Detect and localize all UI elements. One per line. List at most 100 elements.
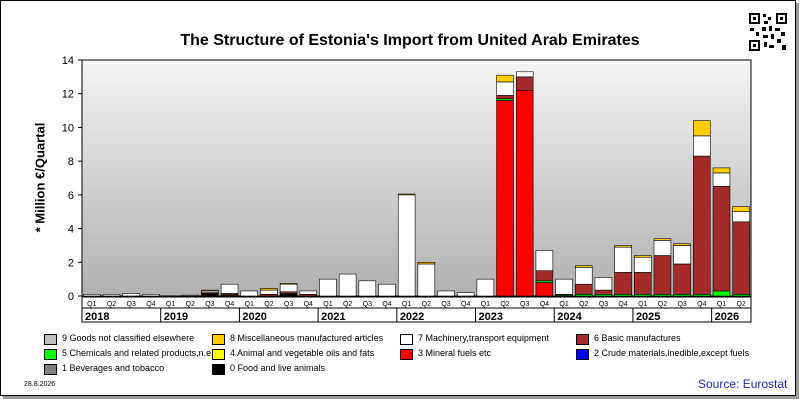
x-tick-label: Q1 (245, 301, 254, 308)
bar-segment (338, 273, 357, 297)
bar-segment (594, 289, 613, 295)
y-tick-label: 2 (68, 257, 74, 269)
bar-segment (712, 172, 731, 187)
bar-segment (574, 265, 593, 268)
bar-segment (732, 206, 750, 213)
year-label: 2024 (557, 311, 582, 323)
x-tick-label: Q2 (658, 301, 667, 308)
y-tick-label: 6 (68, 190, 74, 202)
bar-segment (476, 278, 495, 297)
legend-label: 7 Machinery,transport equipment (418, 333, 549, 343)
x-tick-label: Q3 (520, 301, 529, 308)
x-tick-label: Q4 (461, 301, 470, 308)
bar-segment (417, 261, 436, 265)
x-axis-band (81, 296, 752, 323)
bar-segment (712, 186, 731, 292)
bar-segment (299, 290, 318, 295)
bar-segment (614, 245, 632, 248)
bar-segment (240, 290, 259, 297)
x-tick-label: Q1 (87, 301, 96, 308)
legend-label: 6 Basic manufactures (594, 333, 681, 343)
legend-label: 2 Crude materials,inedible,except fuels (594, 348, 750, 358)
year-label: 2026 (715, 311, 739, 323)
x-tick-label: Q2 (264, 301, 273, 308)
x-tick-label: Q2 (422, 301, 431, 308)
bar-segment (397, 193, 416, 196)
x-tick-label: Q1 (323, 301, 332, 308)
legend-label: 5 Chemicals and related products,n.e.s. (62, 348, 221, 358)
bar-segment (496, 95, 514, 100)
legend-swatch (212, 349, 225, 360)
bar-segment (220, 283, 239, 294)
x-tick-label: Q4 (540, 301, 549, 308)
legend-swatch (400, 349, 413, 360)
legend-label: 0 Food and live animals (230, 363, 326, 373)
bar-segment (634, 272, 652, 295)
x-tick-label: Q3 (599, 301, 608, 308)
bar-segment (653, 255, 672, 295)
bar-segment (555, 278, 573, 295)
bar-segment (535, 282, 554, 297)
bar-segment (634, 255, 652, 258)
y-tick-label: 12 (62, 89, 74, 101)
x-tick-label: Q1 (717, 301, 726, 308)
bar-segment (574, 267, 593, 285)
x-tick-label: Q4 (146, 301, 155, 308)
x-tick-label: Q2 (579, 301, 588, 308)
x-tick-label: Q2 (736, 301, 745, 308)
x-tick-label: Q4 (382, 301, 391, 308)
legend-swatch (44, 349, 57, 360)
bar-segment (496, 81, 514, 96)
year-label: 2020 (242, 311, 266, 323)
year-label: 2021 (321, 311, 345, 323)
bar-segment (515, 90, 534, 297)
bar-segment (693, 135, 711, 157)
y-tick-label: 8 (68, 156, 74, 168)
bar-segment (574, 283, 593, 295)
bar-segment (653, 240, 672, 256)
x-tick-label: Q1 (481, 301, 490, 308)
legend-swatch (576, 349, 589, 360)
bar-segment (732, 211, 750, 223)
legend-swatch (44, 364, 57, 375)
bar-segment (673, 263, 691, 295)
bar-segment (535, 250, 554, 272)
bar-segment (515, 71, 534, 78)
bar-segment (693, 120, 711, 137)
x-tick-label: Q3 (127, 301, 136, 308)
bar-segment (417, 263, 436, 297)
x-tick-label: Q3 (284, 301, 293, 308)
bar-segment (594, 277, 613, 291)
bar-segment (712, 167, 731, 174)
bar-segment (693, 155, 711, 295)
legend-swatch (212, 364, 225, 375)
bar-segment (634, 256, 652, 273)
year-label: 2018 (85, 311, 109, 323)
x-tick-label: Q3 (677, 301, 686, 308)
legend-label: 9 Goods not classified elsewhere (62, 333, 195, 343)
legend-label: 4 Animal and vegetable oils and fats (230, 348, 375, 358)
x-tick-label: Q2 (186, 301, 195, 308)
year-label: 2023 (479, 311, 503, 323)
x-tick-label: Q2 (500, 301, 509, 308)
x-tick-label: Q3 (441, 301, 450, 308)
legend-swatch (400, 334, 413, 345)
bar-segment (535, 270, 554, 282)
bar-segment (279, 283, 298, 285)
chart-title: The Structure of Estonia's Import from U… (180, 32, 640, 49)
x-tick-label: Q3 (363, 301, 372, 308)
bar-segment (653, 238, 672, 241)
bar-segment (614, 272, 632, 295)
legend-swatch (212, 334, 225, 345)
bar-segment (279, 283, 298, 293)
bar-segment (397, 194, 416, 297)
bar-segment (673, 245, 691, 265)
legend-swatch (576, 334, 589, 345)
bar-segment (614, 246, 632, 273)
x-tick-label: Q1 (402, 301, 411, 308)
x-tick-label: Q4 (225, 301, 234, 308)
bar-segment (201, 289, 219, 292)
bar-segment (142, 294, 160, 297)
bar-segment (496, 74, 514, 83)
